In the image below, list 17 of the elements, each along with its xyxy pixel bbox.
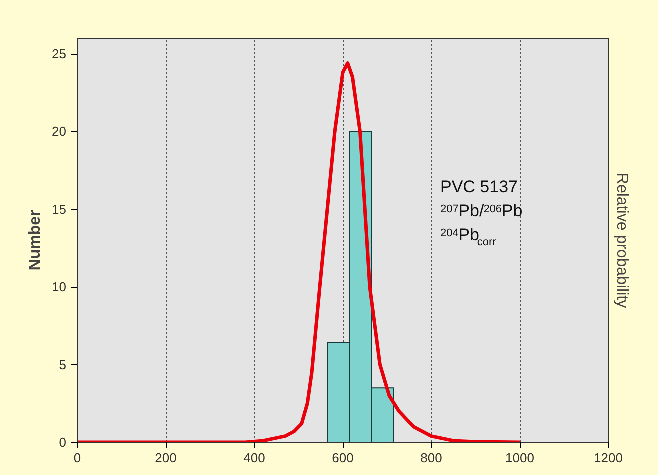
x-tick-label: 1200 [594,450,623,466]
y-tick-label: 10 [52,280,67,295]
y-tick-label: 25 [52,46,67,62]
x-tick-label: 1000 [506,450,534,466]
line-series [78,62,522,442]
x-tick-label: 800 [420,450,442,466]
x-tick-label: 600 [332,450,354,466]
y-tick-label: 5 [59,357,67,372]
annotation: PVC 5137 [440,178,518,196]
y-tick-label: 15 [52,202,67,217]
y-tick-label: 20 [52,124,67,140]
x-tick-label: 400 [244,450,266,466]
x-tick-label: 0 [74,450,82,466]
y-axis-title: Number [27,210,44,271]
x-tick-label: 200 [155,450,177,466]
y2-axis-title: Relative probability [614,172,630,308]
y-tick-label: 0 [59,435,67,450]
